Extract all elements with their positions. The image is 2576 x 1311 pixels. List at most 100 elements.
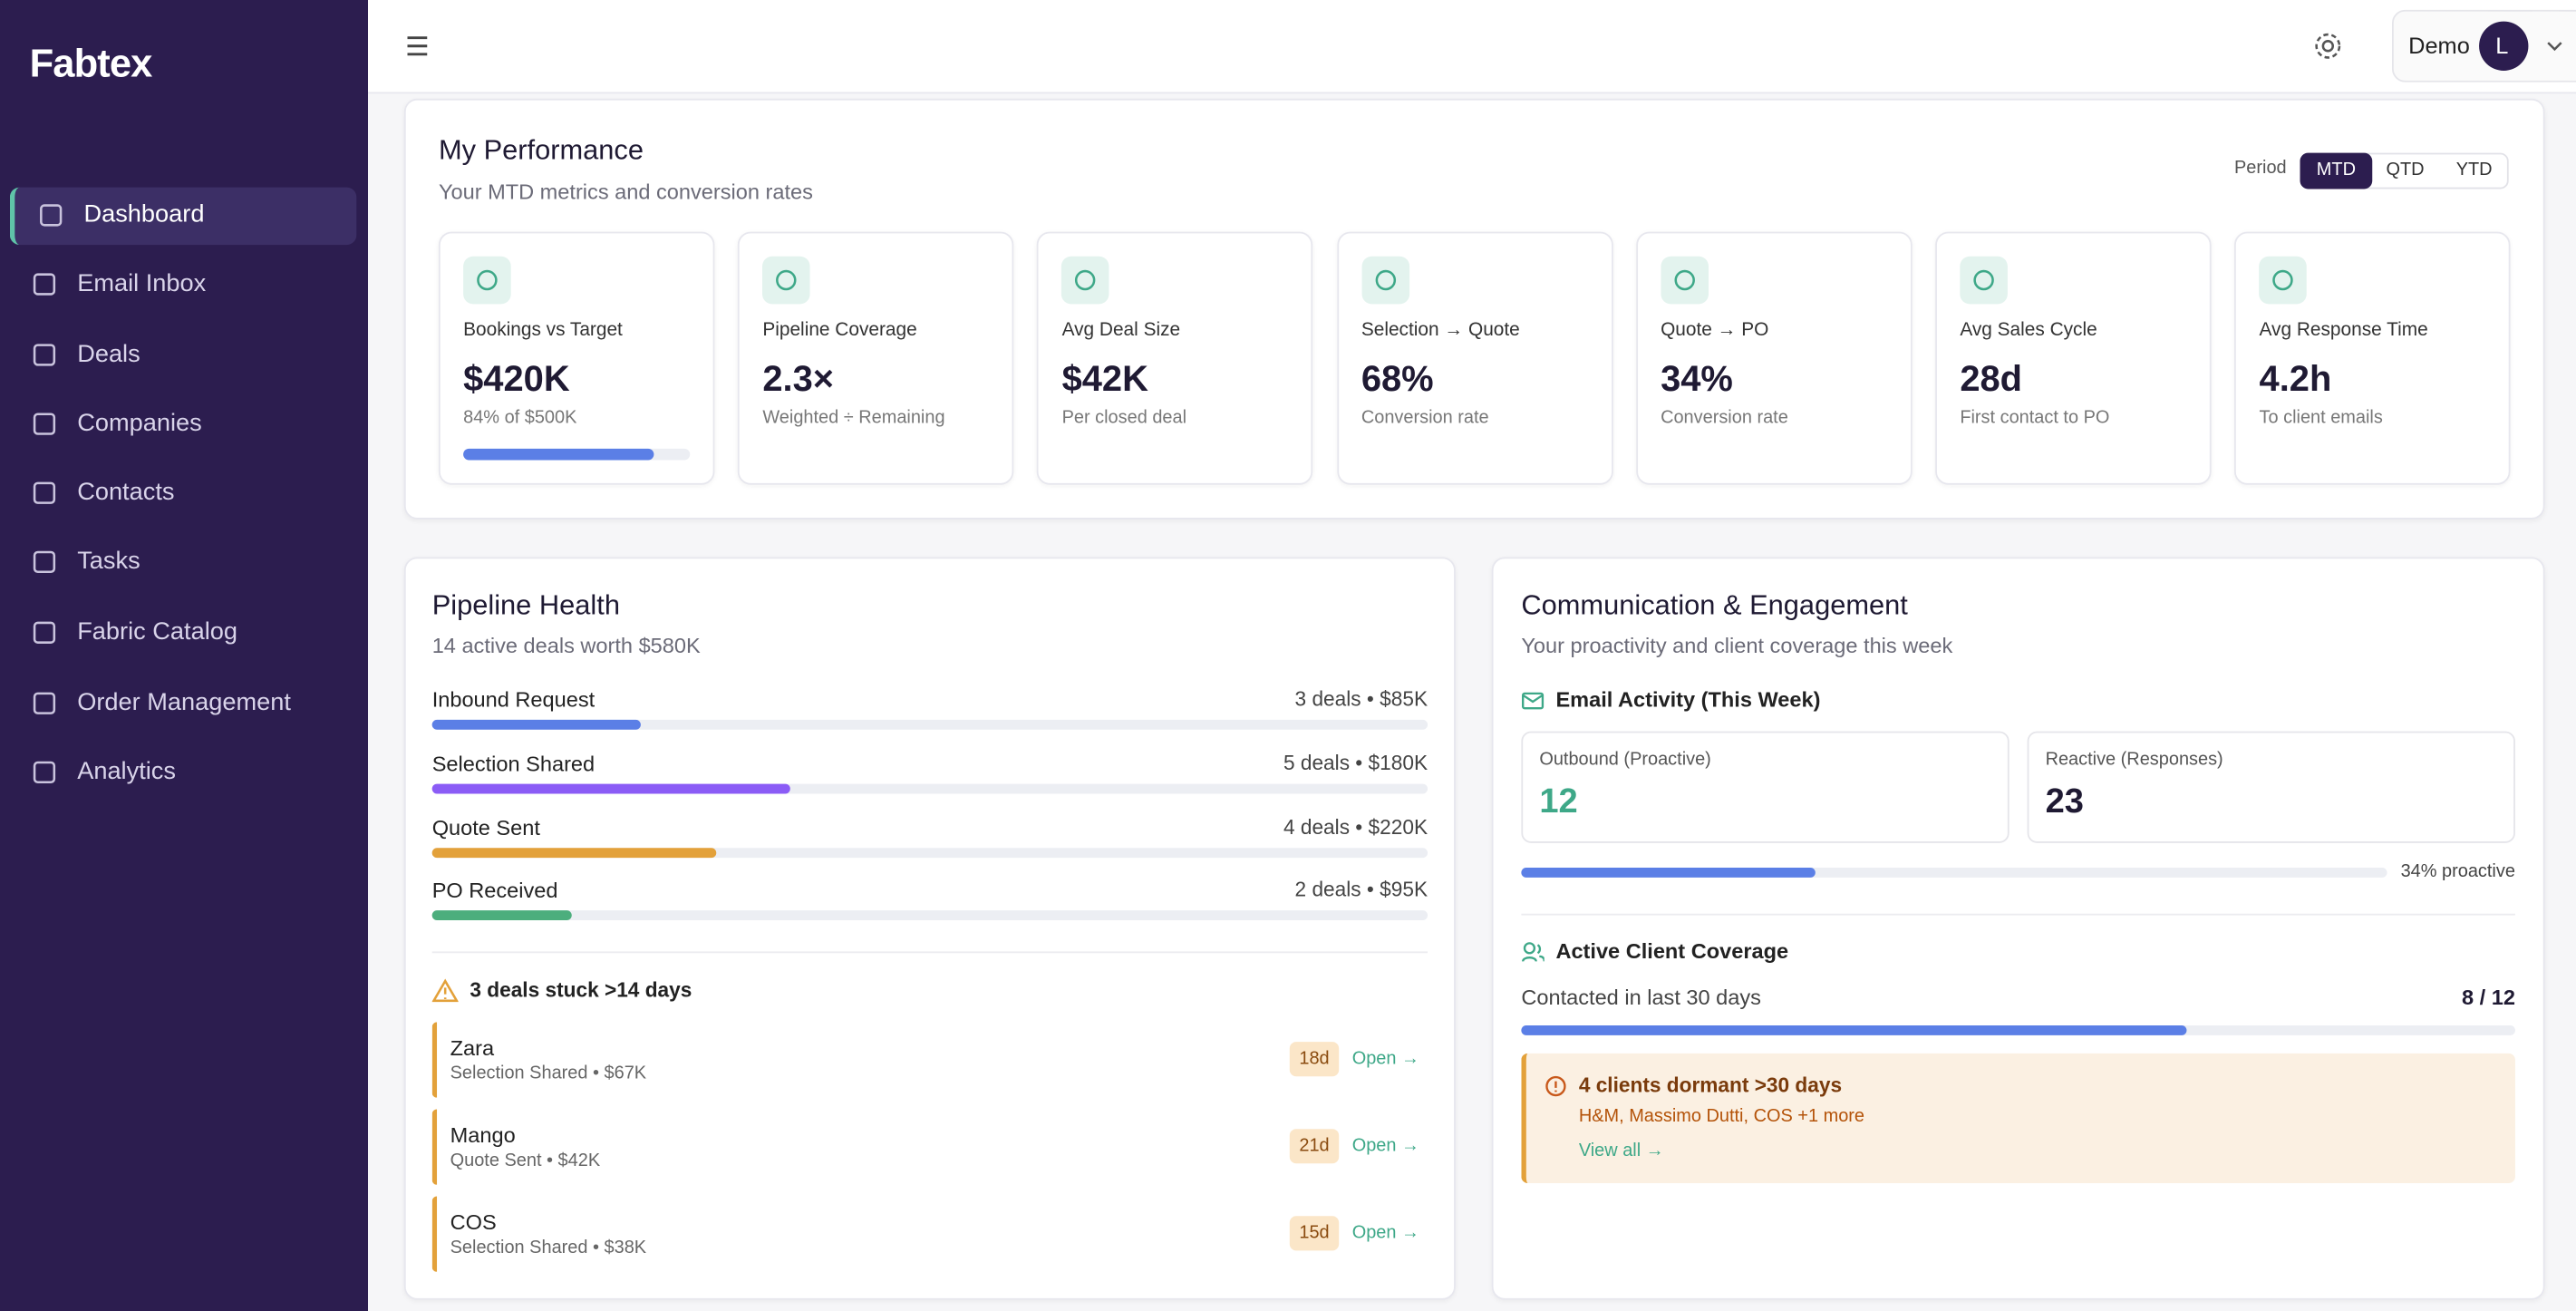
open-link[interactable]: Open → [1351,1049,1419,1069]
coverage-label: Contacted in last 30 days [1521,985,1761,1010]
section-title: Pipeline Health [431,589,620,621]
stage-summary: 3 deals • $85K [1294,687,1428,711]
stat-value: 12 [1539,782,1578,821]
metric-icon-box [762,256,810,305]
settings-button[interactable] [2313,31,2343,61]
metric-sub: 84% of $500K [463,408,577,428]
nav-item[interactable]: Fabric Catalog [77,617,237,646]
stat-label: Reactive (Responses) [2045,750,2223,770]
subsection-title: Active Client Coverage [1555,938,1789,964]
stuck-title: 3 deals stuck >14 days [470,978,692,1002]
nav-active [9,187,357,246]
nav-item[interactable]: Analytics [77,757,176,786]
menu-button[interactable] [404,33,431,59]
deal-detail: Quote Sent • $42K [450,1151,601,1171]
alert-detail: H&M, Massimo Dutti, COS +1 more [1578,1106,1865,1127]
metric-sub: Weighted ÷ Remaining [762,408,945,428]
stuck-deal[interactable] [431,1109,1428,1185]
metric-label: Bookings vs Target [463,320,623,341]
alert-title: 4 clients dormant >30 days [1578,1073,1843,1097]
nav-item[interactable]: Deals [77,340,140,368]
nav-icon [33,481,56,504]
engagement-card [1491,557,2545,1300]
nav-item[interactable]: Tasks [77,547,140,576]
users-icon [1522,942,1545,962]
mail-icon [1522,692,1545,710]
metric-label: Avg Response Time [2259,320,2428,341]
chevron [2547,42,2562,52]
metric-icon [1973,269,1994,291]
metric-label: Pipeline Coverage [762,320,917,341]
period-active [2300,152,2373,189]
deal-age: 18d [1299,1049,1330,1069]
stage-bar-track [431,719,1428,730]
stage-bar-track [431,848,1428,859]
nav-item[interactable]: Email Inbox [77,269,207,298]
stage-bar [431,848,716,859]
nav-item[interactable]: Contacts [77,478,175,507]
metric-label: Avg Sales Cycle [1960,320,2097,341]
nav-icon [33,692,56,714]
metric-value: 4.2h [2259,357,2332,400]
metric-icon [776,269,797,291]
deal-name: Mango [450,1122,516,1148]
metric-icon [2272,269,2294,291]
metric-value: $42K [1061,357,1148,400]
age-badge [1289,1216,1340,1251]
deal-age: 21d [1299,1136,1330,1156]
metric-icon [1075,269,1097,291]
logo: Fabtex [29,42,153,87]
open-link[interactable]: Open → [1351,1136,1419,1156]
deal-name: COS [450,1209,497,1235]
view-all-link[interactable]: View all → [1578,1141,1664,1161]
nav-icon [33,273,56,296]
open-link[interactable]: Open → [1351,1223,1419,1243]
pipeline-card [403,557,1456,1300]
stage-bar-track [431,910,1428,920]
section-subtitle: Your proactivity and client coverage thi… [1521,633,1953,658]
period-label: Period [2234,158,2287,179]
stage-name: Inbound Request [431,686,596,713]
stage-summary: 2 deals • $95K [1294,878,1428,902]
nav-item[interactable]: Order Management [77,688,291,717]
metric-value: 2.3× [762,357,835,400]
proactive-label: 34% proactive [2400,861,2515,882]
metric-label: Avg Deal Size [1061,320,1181,341]
warning-icon [431,978,459,1003]
deal-name: Zara [450,1035,495,1061]
period-option[interactable]: YTD [2455,160,2493,180]
stuck-deal[interactable] [431,1022,1428,1098]
section-subtitle: 14 active deals worth $580K [431,633,701,658]
metric-value: $420K [463,357,570,400]
nav-icon [33,761,56,784]
stuck-deal[interactable] [431,1196,1428,1272]
metric-sub: Per closed deal [1061,408,1187,428]
coverage-bar [1521,1025,2188,1035]
period-option[interactable]: MTD [2316,160,2356,180]
dormant-alert [1521,1053,2515,1183]
metric-icon-box [463,256,511,305]
age-badge [1289,1129,1340,1164]
metric-sub: First contact to PO [1960,408,2110,428]
stat-box [1521,731,2009,843]
avatar-initial: L [2495,32,2509,59]
section-title: My Performance [438,134,644,166]
deal-age: 15d [1299,1223,1330,1243]
nav-item[interactable]: Companies [77,409,202,438]
metric-sub: Conversion rate [1661,408,1788,428]
nav-item[interactable]: Dashboard [83,200,205,228]
period-option[interactable]: QTD [2386,160,2425,180]
deal-detail: Selection Shared • $67K [450,1063,647,1084]
metric-icon [477,269,498,291]
user-name: Demo [2408,32,2470,59]
proactive-bar-track [1521,868,2387,878]
divider [1521,913,2515,916]
metric-sub: To client emails [2259,408,2383,428]
nav-icon [33,550,56,574]
nav-icon [33,344,56,366]
nav-icon [40,204,63,227]
metric-sub: Conversion rate [1361,408,1489,428]
section-subtitle: Your MTD metrics and conversion rates [438,179,813,205]
metric-icon-box [1661,256,1709,305]
